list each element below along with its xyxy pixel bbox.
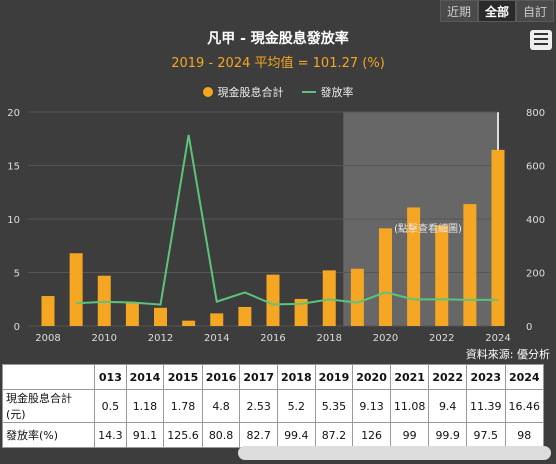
- table-cell: 0.5: [94, 389, 127, 423]
- legend: 現金股息合計 發放率: [0, 84, 556, 100]
- table-cell: 5.35: [314, 389, 354, 423]
- table-cell: 2021: [389, 364, 430, 390]
- y-right-tick-label: 600: [526, 162, 545, 173]
- table-row-label: [1, 364, 96, 390]
- legend-item-dividend[interactable]: 現金股息合計: [202, 84, 284, 100]
- legend-item-payout[interactable]: 發放率: [301, 84, 354, 100]
- chart-subtitle: 2019 - 2024 平均值 = 101.27 (%): [171, 56, 385, 71]
- table-cell: 2024: [504, 364, 544, 390]
- bar-2023: [463, 204, 477, 326]
- table-row: 013 2014 2015 2016 2017 2018 2019 2020 2021 2022 2…: [1, 364, 544, 390]
- range-tab-custom[interactable]: 自訂: [515, 0, 554, 22]
- bar-2020: [379, 228, 392, 326]
- bar-2014: [210, 313, 224, 326]
- x-tick-label: 2018: [317, 333, 342, 344]
- bar-2021: [407, 207, 421, 326]
- table-row-label: 現金股息合計(元): [1, 389, 96, 423]
- hamburger-menu-icon[interactable]: [530, 30, 552, 50]
- table-cell: 82.7: [239, 422, 278, 448]
- bar-2009: [69, 253, 83, 326]
- bar-2024: [491, 149, 505, 326]
- table-cell: 87.2: [314, 422, 354, 448]
- y-left-tick-label: 0: [14, 322, 20, 333]
- table-cell: 2018: [277, 364, 316, 390]
- legend-dot-icon: [202, 87, 213, 97]
- bar-2017: [294, 298, 308, 326]
- y-left-tick-label: 5: [14, 269, 20, 280]
- table-cell: 1.18: [125, 389, 165, 423]
- y-right-tick-label: 200: [526, 269, 545, 280]
- table-cell: 9.13: [352, 389, 391, 423]
- bar-2013: [182, 320, 196, 326]
- legend-label-dividend: 現金股息合計: [217, 86, 284, 99]
- y-left-tick-label: 20: [7, 108, 20, 119]
- y-left-tick-label: 10: [7, 215, 20, 226]
- bar-2016: [266, 274, 280, 326]
- y-right-tick-label: 800: [526, 108, 545, 119]
- range-tab-all[interactable]: 全部: [477, 0, 516, 22]
- table-cell: 2020: [352, 364, 391, 390]
- table-cell: 2022: [428, 364, 467, 390]
- bar-2018: [322, 270, 336, 326]
- bar-2010: [97, 275, 111, 326]
- data-source: 資料來源: 優分析: [465, 348, 550, 361]
- table-cell: 2019: [314, 364, 354, 390]
- chart-title: 凡甲 - 現金股息發放率: [207, 31, 349, 47]
- legend-label-payout: 發放率: [320, 86, 354, 99]
- table-cell: 5.2: [277, 389, 316, 423]
- table-cell: 126: [352, 422, 391, 448]
- table-cell: 80.8: [201, 422, 241, 448]
- y-right-tick-label: 0: [526, 322, 532, 333]
- x-tick-label: 2022: [429, 333, 454, 344]
- x-tick-label: 2024: [485, 333, 510, 344]
- x-tick-label: 2012: [148, 333, 173, 344]
- table-cell: 013: [94, 364, 127, 390]
- table-cell: 2017: [239, 364, 278, 390]
- y-left-tick-label: 15: [7, 162, 20, 173]
- table-cell: 91.1: [125, 422, 165, 448]
- table-cell: 1.78: [163, 389, 203, 423]
- x-tick-label: 2010: [92, 333, 117, 344]
- range-tab-recent[interactable]: 近期: [439, 0, 478, 22]
- table-cell: 97.5: [466, 422, 506, 448]
- y-right-tick-label: 400: [526, 215, 545, 226]
- table-cell: 14.3: [94, 422, 127, 448]
- table-cell: 2014: [125, 364, 165, 390]
- table-cell: 11.08: [389, 389, 430, 423]
- bar-2022: [435, 225, 449, 326]
- payout-line: [76, 134, 499, 306]
- highlight-label: (點擊查看細圖): [394, 222, 462, 235]
- table-cell: 99: [389, 422, 430, 448]
- table-cell: 11.39: [466, 389, 506, 423]
- table-scrollbar[interactable]: [238, 446, 551, 460]
- range-tabs: 近期 全部 自訂: [439, 0, 554, 22]
- table-cell: 99.4: [277, 422, 316, 448]
- table-cell: 2016: [201, 364, 241, 390]
- bar-2012: [154, 307, 167, 326]
- table-row: 發放率(%) 14.3 91.1 125.6 80.8 82.7 99.4 87.2 126 99…: [1, 422, 544, 448]
- bar-2008: [41, 296, 55, 326]
- table-cell: 16.46: [504, 389, 544, 423]
- table-cell: 125.6: [163, 422, 203, 448]
- table-cell: 2015: [163, 364, 203, 390]
- x-tick-label: 2008: [35, 333, 60, 344]
- data-table: 013 2014 2015 2016 2017 2018 2019 2020 2021 2022 2…: [1, 364, 544, 448]
- table-cell: 98: [504, 422, 544, 448]
- x-tick-label: 2014: [204, 333, 229, 344]
- x-tick-label: 2020: [373, 333, 398, 344]
- bar-2015: [238, 306, 252, 326]
- table-row-label: 發放率(%): [1, 422, 96, 448]
- legend-line-icon: [301, 91, 316, 93]
- table-cell: 2.53: [239, 389, 278, 423]
- bar-2019: [350, 268, 364, 326]
- x-tick-label: 2016: [260, 333, 285, 344]
- bar-2011: [125, 302, 139, 326]
- table-cell: 2023: [466, 364, 506, 390]
- table-row: 現金股息合計(元) 0.5 1.18 1.78 4.8 2.53 5.2 5.35 9.13 11…: [1, 389, 544, 423]
- table-cell: 9.4: [428, 389, 467, 423]
- table-cell: 4.8: [201, 389, 241, 423]
- table-cell: 99.9: [428, 422, 467, 448]
